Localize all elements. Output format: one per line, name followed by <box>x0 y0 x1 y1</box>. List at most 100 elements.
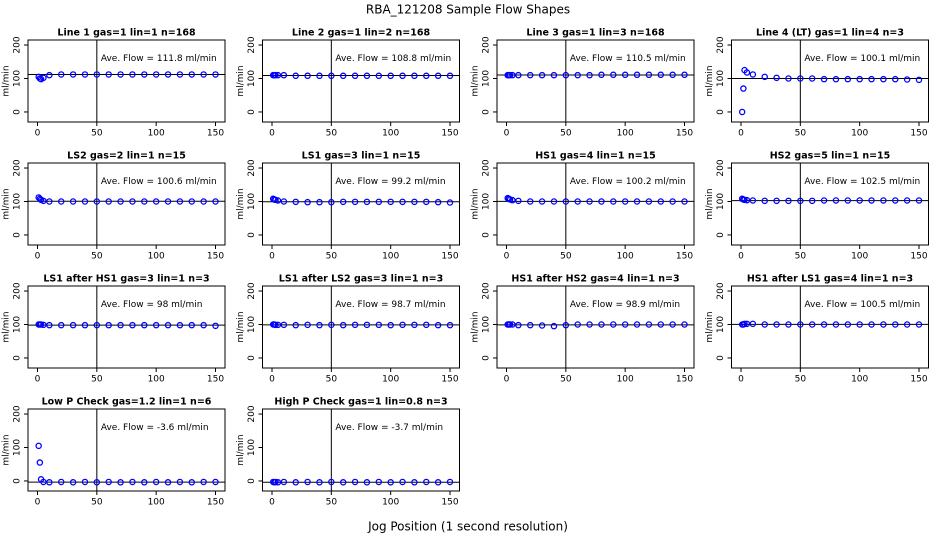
data-point <box>339 72 347 80</box>
plot-frame <box>262 285 460 369</box>
data-point <box>633 198 641 205</box>
data-point <box>81 198 89 205</box>
data-point <box>328 198 335 206</box>
y-tick-label: 100 <box>13 193 23 210</box>
data-point <box>351 72 359 80</box>
data-point <box>741 196 748 204</box>
data-point <box>57 321 65 329</box>
x-tick-label: 50 <box>91 498 103 508</box>
y-axis-label: ml/min <box>236 311 246 342</box>
data-point <box>645 71 653 79</box>
panel: LS1 after HS1 gas=3 lin=1 n=3 ml/min 0 50 10… <box>2 274 226 385</box>
data-point <box>610 71 617 79</box>
y-axis-label: ml/min <box>705 311 715 342</box>
data-point <box>515 71 522 79</box>
data-point <box>316 479 323 486</box>
average-annotation: Ave. Flow = 100.5 ml/min <box>804 300 920 310</box>
plot-frame <box>496 285 695 369</box>
x-axis-label: Jog Position (1 second resolution) <box>367 520 568 534</box>
data-point <box>176 71 184 78</box>
average-annotation: Ave. Flow = 98.7 ml/min <box>335 300 445 310</box>
data-point <box>363 479 371 486</box>
x-tick-label: 50 <box>326 252 338 262</box>
y-tick-label: 100 <box>247 193 257 210</box>
data-point <box>35 442 42 450</box>
y-tick-label: 0 <box>13 355 23 361</box>
data-point <box>633 321 641 328</box>
data-point <box>598 321 605 328</box>
plot-frame <box>27 285 226 369</box>
data-point <box>93 71 101 78</box>
x-tick-label: 100 <box>851 129 868 139</box>
y-tick-label: 100 <box>482 316 492 333</box>
y-axis-label: ml/min <box>2 311 12 342</box>
data-point <box>57 71 65 78</box>
average-annotation: Ave. Flow = 100.6 ml/min <box>101 177 217 187</box>
data-point <box>69 321 77 329</box>
data-point <box>36 459 44 466</box>
data-point <box>820 75 828 83</box>
data-point <box>200 71 207 78</box>
data-point <box>272 478 279 486</box>
data-point <box>141 71 148 78</box>
y-axis-label: ml/min <box>236 188 246 219</box>
y-axis-label: ml/min <box>471 65 481 96</box>
panel: Low P Check gas=1.2 lin=1 n=6 ml/min 0 50 10… <box>2 397 226 508</box>
data-point <box>274 197 282 204</box>
x-tick-label: 50 <box>560 375 572 385</box>
data-point <box>761 321 768 328</box>
y-tick-label: 0 <box>13 232 23 238</box>
data-point <box>844 197 852 204</box>
data-point <box>280 198 288 205</box>
panel-title: HS1 after HS2 gas=4 lin=1 n=3 <box>511 274 679 285</box>
data-point <box>761 73 768 81</box>
data-point <box>212 198 219 205</box>
data-point <box>339 321 347 329</box>
x-tick-label: 0 <box>269 252 275 262</box>
data-point <box>657 321 665 328</box>
panel: HS1 after LS1 gas=4 lin=1 n=3 ml/min 0 50 10… <box>705 274 929 385</box>
data-point <box>880 321 887 328</box>
panel-title: Line 4 (LT) gas=1 lin=4 n=3 <box>756 28 904 39</box>
panel: LS2 gas=2 lin=1 n=15 ml/min 0 50 100 150 0 100 2… <box>2 151 226 262</box>
plot-frame <box>731 162 929 246</box>
x-tick-label: 0 <box>35 375 41 385</box>
data-point <box>681 198 688 205</box>
panel: LS1 gas=3 lin=1 n=15 ml/min 0 50 100 150 0 100 2… <box>236 151 460 262</box>
data-point <box>586 321 593 328</box>
data-point <box>868 75 875 83</box>
plot-frame <box>496 39 695 123</box>
data-point <box>375 321 383 329</box>
data-point <box>105 321 112 329</box>
data-point <box>328 321 335 329</box>
data-point <box>892 75 899 83</box>
data-point <box>880 75 887 83</box>
data-point <box>363 72 371 80</box>
data-point <box>856 75 863 83</box>
data-point <box>117 71 124 78</box>
x-tick-label: 0 <box>738 129 744 139</box>
y-axis-label: ml/min <box>471 311 481 342</box>
data-point <box>868 321 875 328</box>
y-tick-label: 0 <box>247 355 257 361</box>
data-point <box>880 197 887 204</box>
panel-title: LS1 after HS1 gas=3 lin=1 n=3 <box>43 274 209 285</box>
data-point <box>129 478 136 486</box>
data-point <box>399 72 406 80</box>
data-point <box>526 71 534 79</box>
data-point <box>740 85 747 92</box>
data-point <box>515 197 522 205</box>
data-point <box>743 69 751 76</box>
y-tick-label: 200 <box>482 36 492 53</box>
data-point <box>423 198 430 206</box>
data-point <box>375 198 383 206</box>
data-point <box>272 71 279 79</box>
panel: LS1 after LS2 gas=3 lin=1 n=3 ml/min 0 50 10… <box>236 274 460 385</box>
y-axis-label: ml/min <box>2 434 12 465</box>
data-point <box>915 76 923 84</box>
data-point <box>411 321 418 329</box>
data-point <box>434 479 442 486</box>
average-annotation: Ave. Flow = 110.5 ml/min <box>570 54 686 64</box>
data-point <box>681 321 688 328</box>
x-tick-label: 100 <box>148 252 165 262</box>
